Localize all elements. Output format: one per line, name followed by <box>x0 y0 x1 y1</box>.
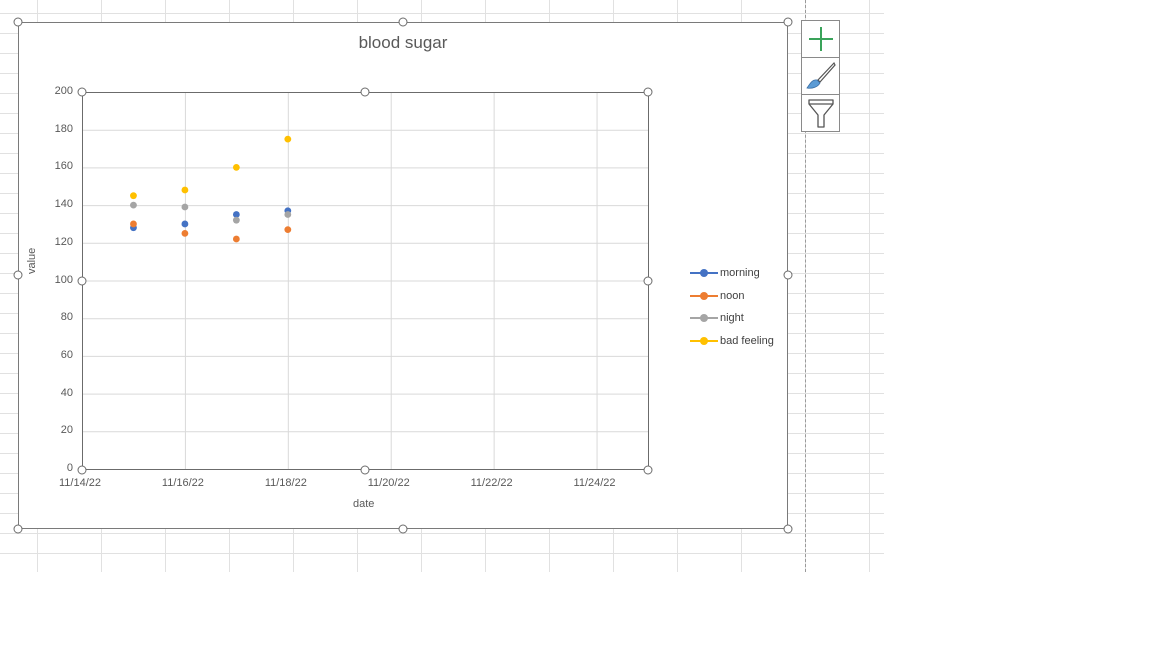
chart-resize-handle[interactable] <box>13 524 23 534</box>
chart-resize-handle[interactable] <box>783 270 793 280</box>
chart-side-toolbar <box>801 20 840 132</box>
plus-icon <box>808 27 833 51</box>
chart-elements-button[interactable] <box>801 20 840 58</box>
y-tick-label: 0 <box>66 462 73 474</box>
chart-resize-handle[interactable] <box>13 270 23 280</box>
chart-styles-button[interactable] <box>801 57 840 95</box>
plot-resize-handle[interactable] <box>360 465 370 475</box>
y-tick-label: 80 <box>60 311 73 324</box>
legend-marker-icon <box>690 291 718 301</box>
plot-resize-handle[interactable] <box>77 465 87 475</box>
legend-marker-icon <box>690 313 718 323</box>
y-tick-label: 120 <box>54 235 73 248</box>
chart-title[interactable]: blood sugar <box>358 33 448 52</box>
plot-resize-handle[interactable] <box>643 276 653 286</box>
plot-resize-handle[interactable] <box>643 87 653 97</box>
x-tick-label: 11/16/22 <box>161 477 204 489</box>
x-axis-title[interactable]: date <box>353 498 375 510</box>
plot-resize-handle[interactable] <box>643 465 653 475</box>
x-tick-label: 11/20/22 <box>367 477 410 489</box>
chart-resize-handle[interactable] <box>13 17 23 27</box>
y-tick-label: 180 <box>54 122 73 135</box>
plot-resize-handle[interactable] <box>77 276 87 286</box>
legend-marker-icon <box>690 336 718 346</box>
y-tick-label: 20 <box>60 424 73 437</box>
y-axis-title[interactable]: value <box>26 247 38 274</box>
y-tick-label: 40 <box>60 386 73 399</box>
y-tick-label: 160 <box>54 160 73 173</box>
x-tick-label: 11/14/22 <box>59 477 102 489</box>
chart-filters-button[interactable] <box>801 94 840 132</box>
legend-item-night[interactable]: night <box>690 307 774 330</box>
legend-marker-icon <box>690 268 718 278</box>
plot-resize-handle[interactable] <box>77 87 87 97</box>
funnel-icon <box>807 99 834 128</box>
y-tick-label: 140 <box>54 198 73 211</box>
chart-area[interactable]: blood sugar <box>18 22 788 529</box>
x-tick-label: 11/24/22 <box>573 477 616 489</box>
legend-item-bad-feeling[interactable]: bad feeling <box>690 330 774 353</box>
legend-item-morning[interactable]: morning <box>690 262 774 285</box>
legend-item-noon[interactable]: noon <box>690 285 774 308</box>
chart-resize-handle[interactable] <box>398 17 408 27</box>
page-break-line <box>805 0 806 572</box>
y-tick-label: 100 <box>54 273 73 286</box>
plot-resize-handle[interactable] <box>360 87 370 97</box>
paintbrush-icon <box>805 61 836 89</box>
x-tick-label: 11/22/22 <box>470 477 513 489</box>
chart-resize-handle[interactable] <box>783 524 793 534</box>
y-tick-label: 200 <box>54 85 73 97</box>
x-tick-label: 11/18/22 <box>264 477 307 489</box>
legend[interactable]: morning noon night bad feeling <box>690 262 774 352</box>
chart-resize-handle[interactable] <box>783 17 793 27</box>
y-tick-label: 60 <box>60 348 73 361</box>
chart-resize-handle[interactable] <box>398 524 408 534</box>
